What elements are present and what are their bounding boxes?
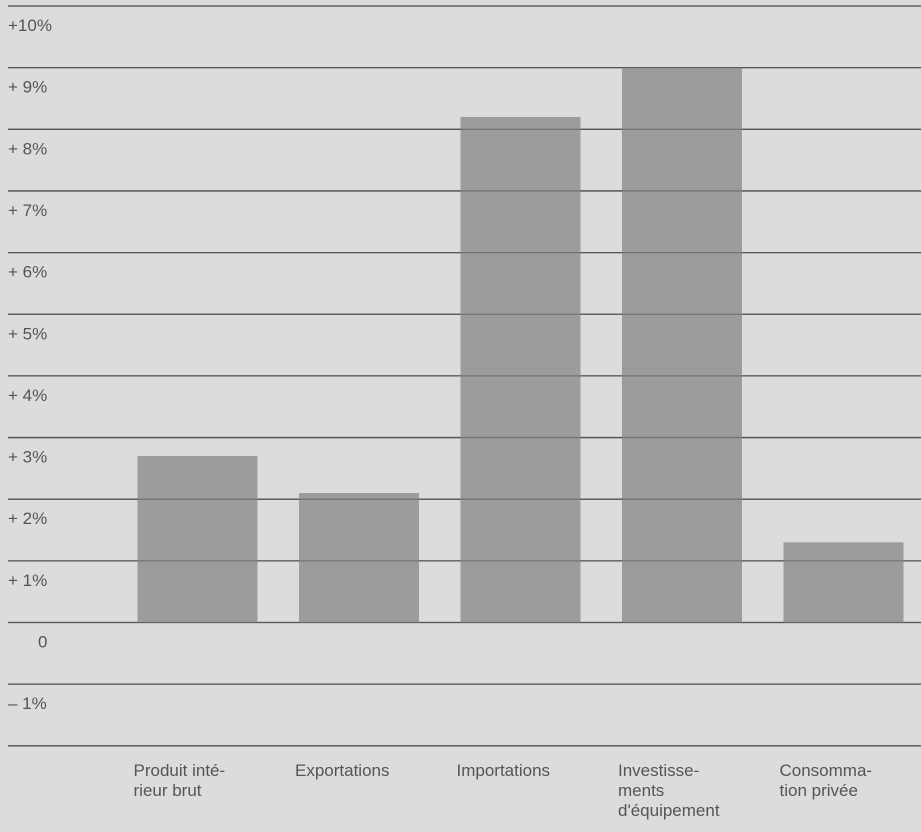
category-label: Importations [457, 761, 551, 780]
bar [622, 67, 742, 623]
y-tick-label: + 6% [8, 263, 47, 282]
y-tick-label: 0 [38, 633, 47, 652]
category-label: Investisse-ments d'équipement [618, 761, 720, 820]
bar-layer [8, 5, 921, 747]
y-tick-label: + 8% [8, 139, 47, 158]
y-tick-label: + 4% [8, 386, 47, 405]
category-label: Produit inté-rieur brut [134, 761, 226, 800]
category-labels: Produit inté-rieur brut Exportations Impor… [134, 761, 873, 820]
y-tick-label: + 7% [8, 201, 47, 220]
y-tick-labels: +10% + 9% + 8% + 7% + 6% + 5% + 4% + 3% + 2% + 1%… [8, 16, 52, 713]
category-label: Consomma-tion privée [780, 761, 873, 800]
bar [137, 456, 258, 623]
bar [783, 542, 904, 623]
y-tick-label: + 3% [8, 448, 47, 467]
y-tick-label: + 2% [8, 509, 47, 528]
y-tick-label: +10% [8, 16, 52, 35]
y-tick-label: – 1% [8, 694, 47, 713]
y-tick-label: + 1% [8, 571, 47, 590]
bar [299, 493, 419, 623]
bar [460, 116, 581, 623]
y-tick-label: + 5% [8, 324, 47, 343]
category-label: Exportations [295, 761, 390, 780]
y-tick-label: + 9% [8, 78, 47, 97]
